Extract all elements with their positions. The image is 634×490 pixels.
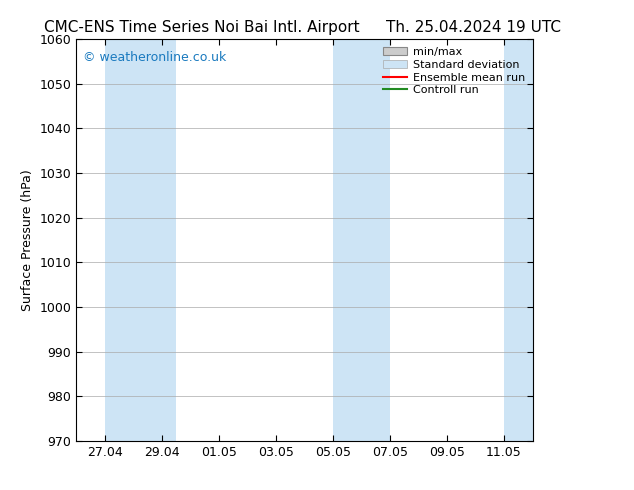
- Legend: min/max, Standard deviation, Ensemble mean run, Controll run: min/max, Standard deviation, Ensemble me…: [380, 45, 527, 98]
- Bar: [333, 39, 390, 441]
- Text: Th. 25.04.2024 19 UTC: Th. 25.04.2024 19 UTC: [385, 20, 560, 35]
- Y-axis label: Surface Pressure (hPa): Surface Pressure (hPa): [21, 169, 34, 311]
- Bar: [162, 39, 176, 441]
- Bar: [105, 39, 162, 441]
- Bar: [504, 39, 533, 441]
- Text: © weatheronline.co.uk: © weatheronline.co.uk: [83, 51, 226, 64]
- Text: CMC-ENS Time Series Noi Bai Intl. Airport: CMC-ENS Time Series Noi Bai Intl. Airpor…: [44, 20, 359, 35]
